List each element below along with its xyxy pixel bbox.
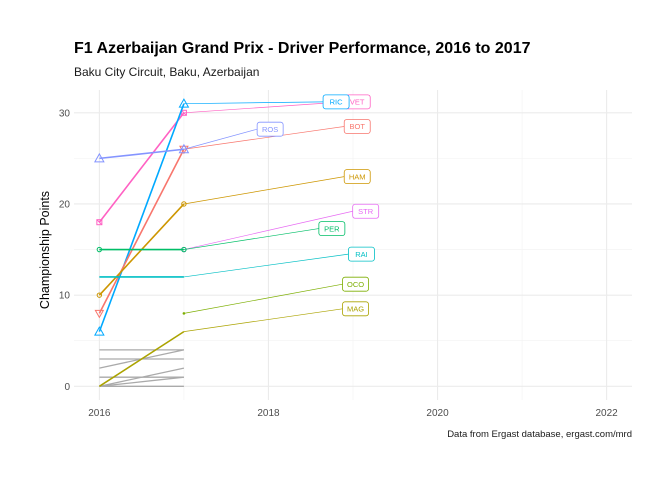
series-line-ros xyxy=(99,148,184,160)
series-point-vet-cross xyxy=(96,219,103,226)
series-label-mag: MAG xyxy=(342,301,369,317)
series-label-bot: BOT xyxy=(343,119,371,134)
series-label-box xyxy=(343,119,371,134)
y-tick-label: 30 xyxy=(59,108,71,119)
series-point-ham xyxy=(96,292,103,298)
background-series-line xyxy=(99,367,185,387)
y-tick-label: 20 xyxy=(59,199,71,210)
series-label-box xyxy=(318,221,346,236)
series-label-oco: OCO xyxy=(342,276,369,292)
x-tick-label: 2020 xyxy=(426,408,449,419)
series-leader-bot xyxy=(183,126,345,150)
series-point-ham xyxy=(181,201,187,207)
series-label-ric: RIC xyxy=(322,94,350,110)
series-label-text: STR xyxy=(358,207,374,216)
series-leader-ros xyxy=(183,128,258,150)
series-point-oco xyxy=(182,312,186,315)
y-tick-label: 10 xyxy=(59,291,71,302)
series-point-bot xyxy=(94,309,105,319)
series-leader-per xyxy=(183,228,319,250)
series-label-box xyxy=(342,276,369,292)
background-series-line xyxy=(99,376,184,387)
series-label-text: RAI xyxy=(355,250,368,259)
series-label-ham: HAM xyxy=(343,169,371,185)
series-label-box xyxy=(343,169,371,185)
series-label-rai: RAI xyxy=(348,246,375,262)
series-label-text: ROS xyxy=(262,125,278,134)
series-point-ric xyxy=(178,98,190,108)
series-leader-rai xyxy=(183,253,349,278)
x-tick-label: 2016 xyxy=(88,408,111,419)
series-point-per xyxy=(96,246,103,253)
series-label-text: RIC xyxy=(330,98,344,107)
series-leader-ham xyxy=(183,176,345,205)
series-label-box xyxy=(256,121,284,137)
series-leader-oco xyxy=(183,283,343,314)
series-leader-ric xyxy=(183,101,324,105)
series-leader-str xyxy=(183,210,353,250)
chart-title: F1 Azerbaijan Grand Prix - Driver Perfor… xyxy=(74,40,531,57)
chart-subtitle: Baku City Circuit, Baku, Azerbaijan xyxy=(74,65,259,79)
chart-caption: Data from Ergast database, ergast.com/mr… xyxy=(447,429,632,440)
series-label-text: PER xyxy=(324,224,340,233)
x-tick-label: 2018 xyxy=(257,408,280,419)
series-label-box xyxy=(322,94,350,110)
plot-area: 2016 2018 2020 2022 0 10 20 30 VET RIC BOT ROS HAM ST… xyxy=(59,90,632,419)
series-label-box xyxy=(342,301,369,317)
series-point-ric xyxy=(94,326,105,336)
series-line-vet xyxy=(98,112,185,223)
series-label-per: PER xyxy=(318,221,346,236)
series-leader-vet xyxy=(183,101,345,114)
series-label-ros: ROS xyxy=(256,121,284,137)
series-label-text: MAG xyxy=(347,305,364,314)
series-point-vet xyxy=(96,219,103,226)
series-line-mag xyxy=(98,330,185,387)
series-leader-mag xyxy=(183,308,343,332)
series-label-text: BOT xyxy=(350,122,366,131)
series-label-text: OCO xyxy=(347,280,364,289)
series-line-ric xyxy=(98,103,185,332)
series-label-box xyxy=(352,203,380,219)
series-line-bot xyxy=(98,148,185,314)
y-axis-label: Championship Points xyxy=(38,191,52,309)
x-tick-label: 2022 xyxy=(596,408,619,419)
y-tick-label: 0 xyxy=(64,382,70,393)
series-label-str: STR xyxy=(352,203,380,219)
series-label-box xyxy=(348,246,375,262)
series-label-text: HAM xyxy=(349,172,366,181)
series-point-ros xyxy=(94,152,105,163)
series-label-text: VET xyxy=(350,98,365,107)
